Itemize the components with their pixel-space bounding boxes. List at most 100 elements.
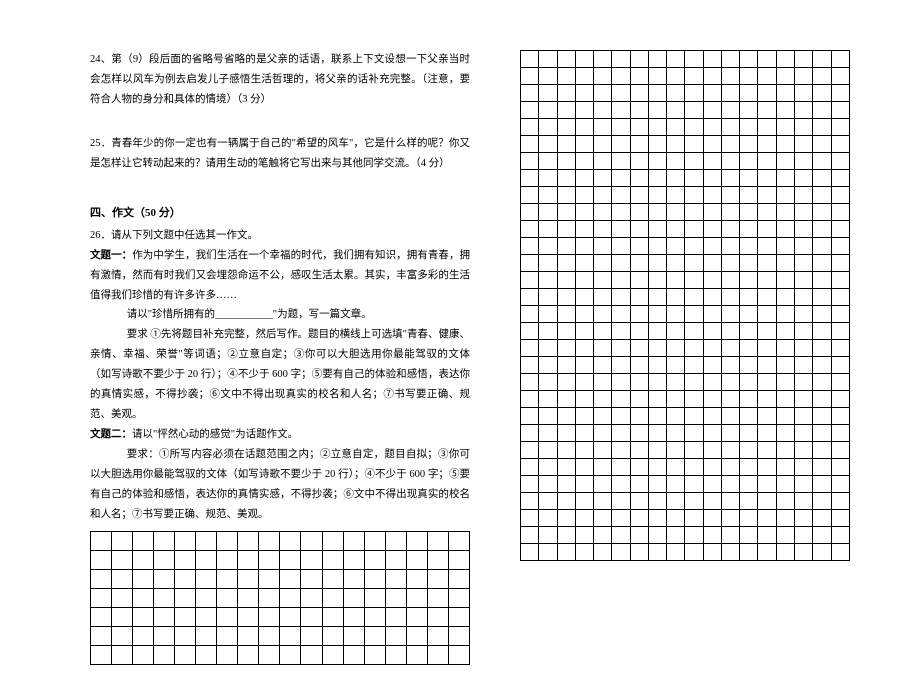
grid-cell [794,238,812,255]
grid-cell [776,170,794,187]
grid-cell [648,527,666,544]
grid-cell [557,136,575,153]
grid-cell [594,136,612,153]
grid-cell [557,306,575,323]
grid-cell [557,340,575,357]
grid-cell [721,391,739,408]
grid-cell [703,306,721,323]
grid-cell [575,306,593,323]
grid-cell [557,289,575,306]
grid-cell [612,306,630,323]
grid-cell [813,527,831,544]
grid-cell [740,119,758,136]
grid-cell [364,550,385,569]
grid-cell [776,425,794,442]
grid-cell [196,607,217,626]
grid-cell [703,51,721,68]
grid-cell [776,340,794,357]
grid-cell [557,374,575,391]
grid-cell [740,255,758,272]
grid-cell [703,136,721,153]
grid-cell [831,374,849,391]
grid-cell [813,204,831,221]
grid-cell [813,170,831,187]
grid-cell [667,85,685,102]
grid-cell [196,626,217,645]
grid-cell [612,459,630,476]
grid-cell [557,51,575,68]
grid-cell [831,221,849,238]
grid-cell [685,425,703,442]
grid-cell [685,544,703,561]
grid-cell [776,289,794,306]
grid-cell [648,119,666,136]
grid-cell [703,102,721,119]
grid-cell [612,255,630,272]
grid-cell [758,544,776,561]
grid-cell [575,357,593,374]
grid-cell [667,136,685,153]
grid-cell [776,153,794,170]
grid-cell [794,425,812,442]
grid-cell [740,153,758,170]
grid-cell [703,374,721,391]
grid-cell [557,187,575,204]
grid-cell [154,569,175,588]
grid-cell [758,187,776,204]
grid-cell [685,85,703,102]
grid-cell [721,238,739,255]
grid-cell [521,459,539,476]
grid-cell [521,510,539,527]
grid-cell [831,204,849,221]
grid-cell [813,459,831,476]
grid-cell [364,531,385,550]
grid-cell [612,510,630,527]
grid-cell [813,493,831,510]
grid-cell [740,187,758,204]
grid-cell [196,645,217,664]
grid-cell [776,51,794,68]
grid-cell [721,204,739,221]
grid-cell [740,289,758,306]
grid-cell [685,68,703,85]
grid-cell [521,527,539,544]
grid-cell [831,51,849,68]
grid-cell [648,170,666,187]
grid-cell [831,187,849,204]
grid-cell [612,493,630,510]
grid-cell [831,510,849,527]
grid-cell [612,408,630,425]
topic-2: 文题二：请以"怦然心动的感觉"为话题作文。 [90,425,470,445]
grid-cell [794,272,812,289]
grid-cell [364,626,385,645]
grid-cell [630,119,648,136]
grid-cell [703,476,721,493]
grid-cell [758,459,776,476]
grid-cell [794,102,812,119]
grid-cell [648,85,666,102]
grid-cell [594,119,612,136]
grid-cell [776,357,794,374]
grid-cell [721,272,739,289]
grid-cell [740,544,758,561]
grid-cell [740,238,758,255]
grid-cell [557,476,575,493]
grid-cell [776,374,794,391]
grid-cell [612,136,630,153]
grid-cell [703,238,721,255]
grid-cell [594,476,612,493]
grid-cell [594,272,612,289]
grid-cell [539,221,557,238]
grid-cell [831,255,849,272]
grid-cell [667,408,685,425]
grid-cell [112,607,133,626]
grid-cell [758,408,776,425]
grid-cell [685,493,703,510]
grid-cell [703,510,721,527]
grid-cell [521,340,539,357]
grid-cell [740,459,758,476]
grid-cell [667,476,685,493]
grid-cell [831,442,849,459]
grid-cell [648,476,666,493]
topic-2-label: 文题二： [90,429,132,440]
